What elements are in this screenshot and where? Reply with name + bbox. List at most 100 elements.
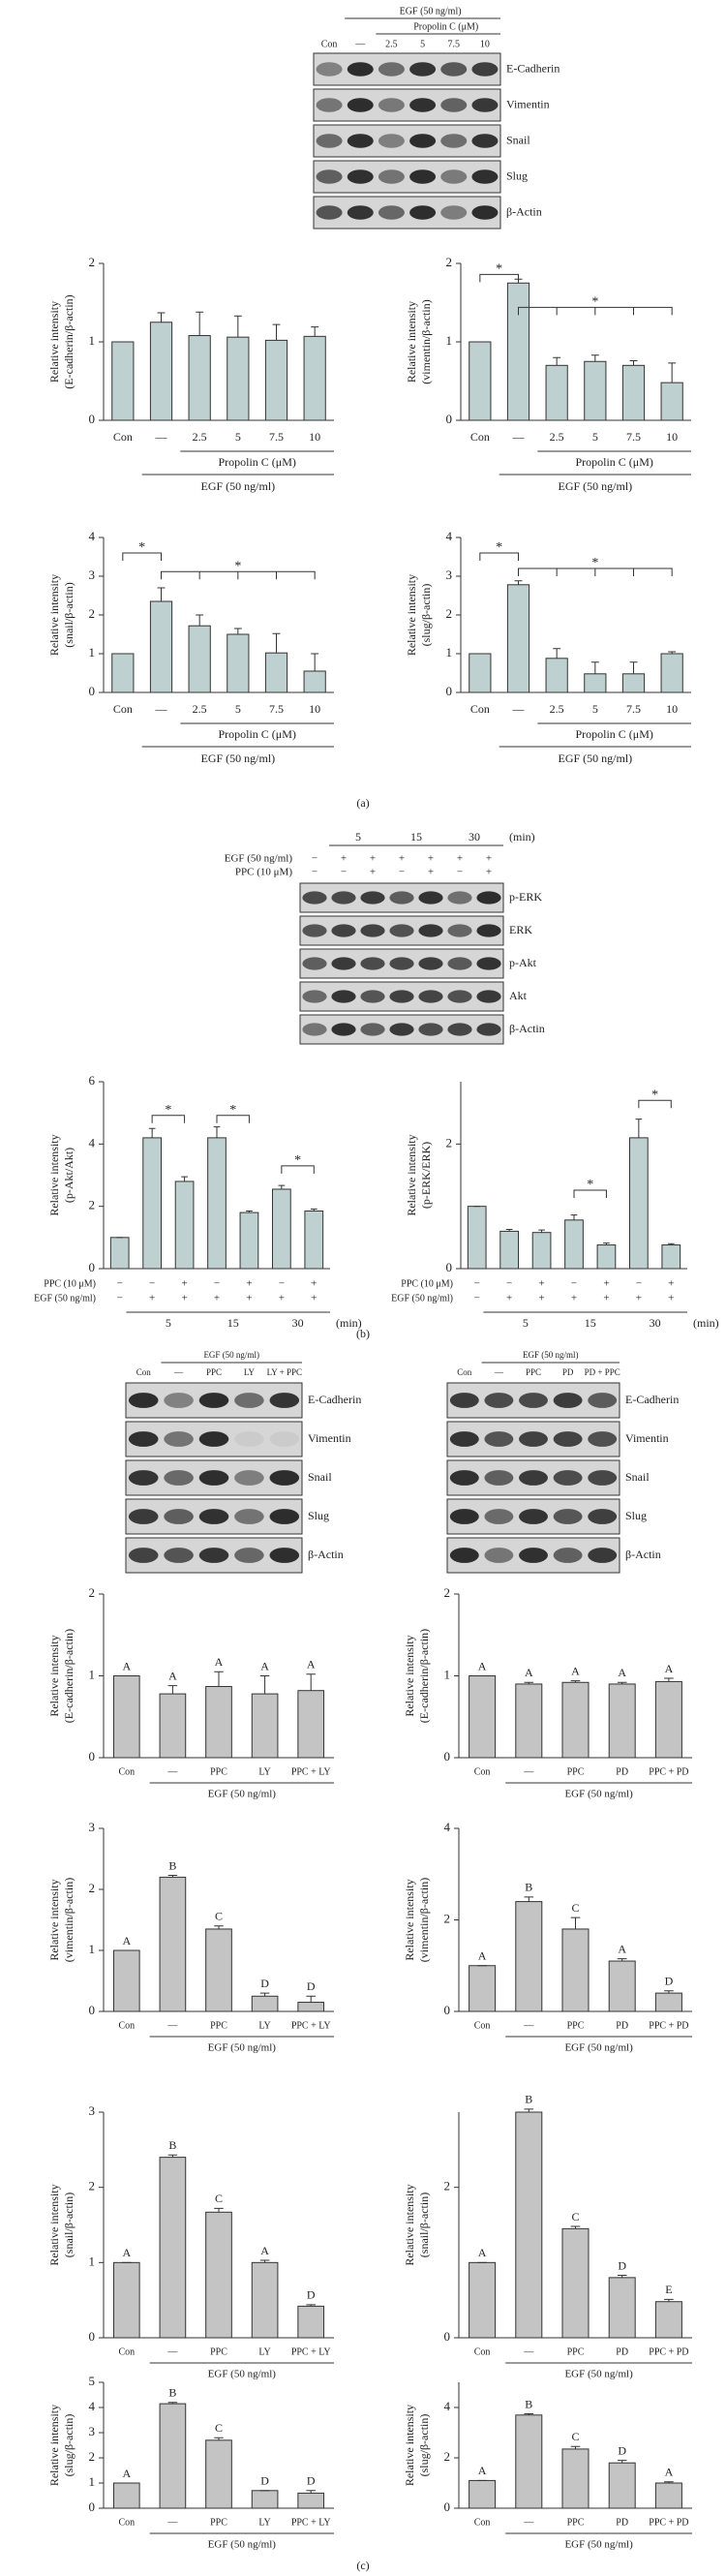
bar-letter: A — [122, 1659, 131, 1672]
blot-row-label: E-Cadherin — [506, 61, 560, 75]
group-label: Propolin C (μM) — [575, 727, 652, 741]
y-tick-label: 2 — [446, 255, 453, 269]
bar — [251, 1995, 279, 2012]
blot-band — [588, 1548, 618, 1563]
blot-band — [316, 98, 343, 112]
x-tick-label: 2.5 — [193, 430, 207, 444]
bar-letter: A — [665, 1662, 674, 1675]
bar-letter: A — [122, 2467, 131, 2480]
bar — [111, 653, 135, 693]
bar — [515, 2414, 543, 2509]
time-label: 5 — [166, 1316, 171, 1330]
bar — [297, 2002, 325, 2012]
bar — [251, 2261, 279, 2339]
x-tick-label: PPC — [210, 2517, 227, 2528]
x-tick-label: PPC — [210, 1766, 227, 1777]
blot-band — [471, 134, 499, 148]
blot-band — [449, 1548, 479, 1563]
x-tick-label: Con — [474, 1766, 491, 1777]
bar — [188, 335, 211, 421]
blot-band — [519, 1548, 548, 1563]
y-tick-label: 0 — [89, 2329, 96, 2344]
lane-label: 10 — [480, 39, 490, 49]
treatment-sign: + — [486, 867, 492, 878]
treatment-sign: + — [668, 1293, 674, 1304]
bar — [149, 322, 173, 421]
y-tick-label: 0 — [89, 412, 96, 426]
blot-band — [198, 1393, 229, 1408]
blot-band — [128, 1509, 159, 1524]
blot-band — [519, 1393, 548, 1408]
y-tick-label: 2 — [89, 255, 96, 269]
error-bar — [272, 323, 281, 341]
treatment-sign: − — [312, 867, 318, 878]
treatment-label: PPC (10 μM) — [401, 1278, 453, 1289]
blot-band — [418, 990, 443, 1003]
blot-band — [447, 891, 472, 905]
y-tick-label: 1 — [89, 1942, 96, 1956]
error-bar — [306, 2490, 316, 2494]
blot-band — [164, 1470, 194, 1486]
bar — [109, 1237, 130, 1270]
x-tick-label: 10 — [309, 702, 320, 716]
group-label: Propolin C (μM) — [218, 455, 295, 469]
blot-band — [234, 1509, 264, 1524]
blot-band — [316, 62, 343, 77]
bar — [264, 339, 288, 421]
x-tick-label: Con — [118, 2020, 135, 2031]
group-label: EGF (50 ng/ml) — [208, 2369, 277, 2380]
blot-band — [440, 134, 468, 148]
y-tick-label: 1 — [89, 1667, 96, 1681]
error-bar — [664, 1990, 674, 1994]
significance-star: * — [165, 1103, 171, 1118]
y-tick-label: 0 — [89, 2499, 96, 2514]
significance-star: * — [591, 556, 598, 570]
significance-star: * — [587, 1178, 593, 1192]
y-tick-label: 4 — [444, 1820, 451, 1834]
x-tick-label: PPC + LY — [291, 2020, 331, 2031]
blot-band — [476, 924, 501, 937]
bar — [469, 341, 492, 421]
y-tick-label: 3 — [89, 567, 96, 582]
error-bar — [259, 1675, 270, 1695]
x-tick-label: — — [166, 2517, 178, 2528]
bar — [227, 633, 250, 693]
blot-band — [302, 990, 327, 1003]
blot-band — [302, 957, 327, 970]
error-bar — [668, 362, 677, 383]
error-bar — [214, 1925, 224, 1929]
blot-band — [164, 1393, 194, 1408]
x-tick-label: PPC + PD — [649, 2346, 688, 2357]
lane-label: — — [354, 39, 366, 49]
bar — [159, 1693, 187, 1759]
treatment-sign: − — [149, 1278, 155, 1290]
y-tick-label: 2 — [446, 606, 453, 621]
treatment-sign: − — [399, 867, 405, 878]
error-bar — [148, 1127, 156, 1138]
y-axis-label: Relative intensity — [403, 1635, 416, 1716]
error-bar — [311, 653, 319, 671]
blot-strip — [313, 52, 501, 86]
lane-label: Con — [457, 1367, 472, 1377]
bar — [142, 1137, 163, 1270]
blot-band — [316, 205, 343, 220]
bar — [499, 1230, 520, 1270]
y-axis-label: Relative intensity — [47, 2184, 61, 2265]
bar-letter: C — [571, 2210, 579, 2223]
significance-star: * — [496, 540, 502, 555]
error-bar — [553, 356, 561, 366]
blot-band — [409, 169, 437, 184]
x-tick-label: — — [523, 1766, 534, 1777]
x-tick-label: Con — [118, 2346, 135, 2357]
treatment-sign: + — [311, 1293, 317, 1304]
x-tick-label: 2.5 — [550, 702, 564, 716]
treatment-label: EGF (50 ng/ml) — [225, 853, 293, 865]
blot-band — [378, 134, 405, 148]
bar — [506, 584, 530, 693]
bar — [297, 2305, 325, 2339]
y-tick-label: 3 — [89, 2103, 96, 2118]
error-bar — [196, 311, 204, 336]
group-label: EGF (50 ng/ml) — [558, 751, 632, 765]
group-label: Propolin C (μM) — [575, 455, 652, 469]
blot-band — [553, 1431, 583, 1447]
